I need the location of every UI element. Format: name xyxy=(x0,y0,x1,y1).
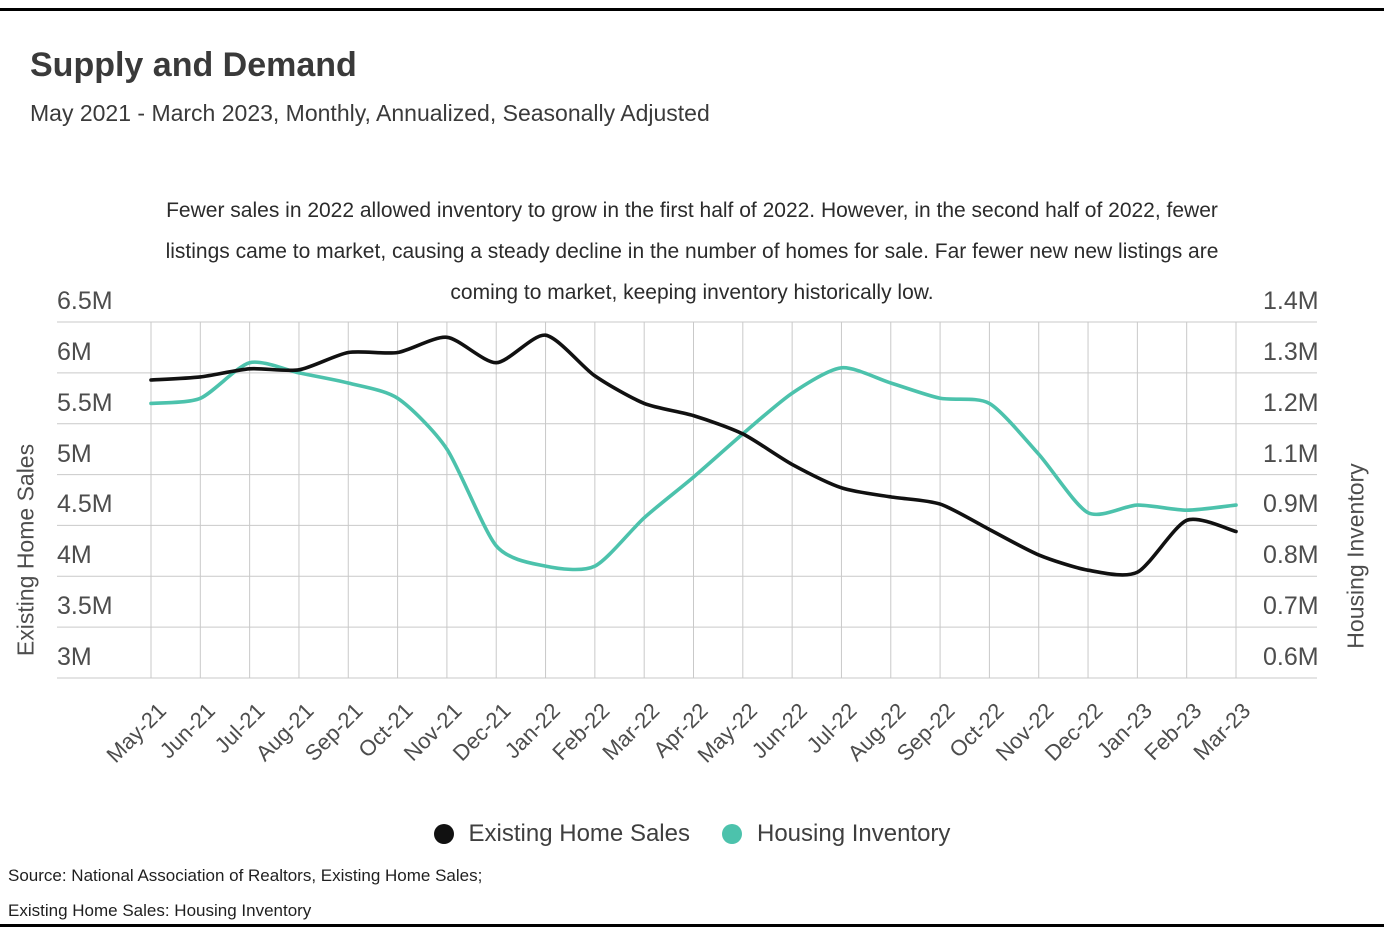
source-line: Source: National Association of Realtors… xyxy=(8,866,483,885)
inventory-line xyxy=(149,360,1238,572)
chart-annotation: Fewer sales in 2022 allowed inventory to… xyxy=(110,190,1274,313)
legend-item: Housing Inventory xyxy=(721,820,951,848)
right-axis-tick-label: 1.2M xyxy=(1263,388,1319,417)
right-axis-tick-label: 0.8M xyxy=(1263,541,1319,570)
left-axis-tick-label: 6.5M xyxy=(57,287,113,315)
left-axis-tick-label: 5.5M xyxy=(57,388,113,417)
page-title: Supply and Demand xyxy=(30,46,357,84)
right-axis-title: Housing Inventory xyxy=(1342,463,1369,649)
chart-legend: Existing Home Sales Housing Inventory xyxy=(0,820,1384,848)
annotation-line: Fewer sales in 2022 allowed inventory to… xyxy=(166,199,1218,222)
legend-dot-icon xyxy=(721,824,742,844)
left-axis-tick-label: 4.5M xyxy=(57,490,113,519)
legend-dot-icon xyxy=(433,824,454,844)
legend-label: Housing Inventory xyxy=(756,820,951,847)
right-axis-tick-label: 0.6M xyxy=(1263,642,1319,671)
annotation-line: coming to market, keeping inventory hist… xyxy=(450,281,934,304)
legend-item: Existing Home Sales xyxy=(433,820,690,848)
left-axis-tick-label: 3.5M xyxy=(57,592,113,621)
right-axis-tick-label: 1.4M xyxy=(1263,287,1319,315)
left-axis-tick-label: 3M xyxy=(57,642,92,671)
legend-label: Existing Home Sales xyxy=(468,820,690,847)
left-axis-tick-label: 4M xyxy=(57,541,92,570)
annotation-line: listings came to market, causing a stead… xyxy=(165,240,1219,263)
bottom-border xyxy=(0,924,1384,927)
left-axis-tick-label: 6M xyxy=(57,337,92,366)
left-axis-title: Existing Home Sales xyxy=(12,443,39,657)
right-axis-tick-label: 0.7M xyxy=(1263,592,1319,621)
source-line: Existing Home Sales: Housing Inventory xyxy=(8,901,312,920)
right-axis-tick-label: 0.9M xyxy=(1263,490,1319,519)
left-axis-tick-label: 5M xyxy=(57,439,92,468)
right-axis-tick-label: 1.3M xyxy=(1263,337,1319,366)
top-border xyxy=(0,8,1384,11)
right-axis-tick-label: 1.1M xyxy=(1263,439,1319,468)
sales-line xyxy=(149,333,1238,577)
source-note: Source: National Association of Realtors… xyxy=(8,858,482,928)
page-subtitle: May 2021 - March 2023, Monthly, Annualiz… xyxy=(30,100,710,126)
